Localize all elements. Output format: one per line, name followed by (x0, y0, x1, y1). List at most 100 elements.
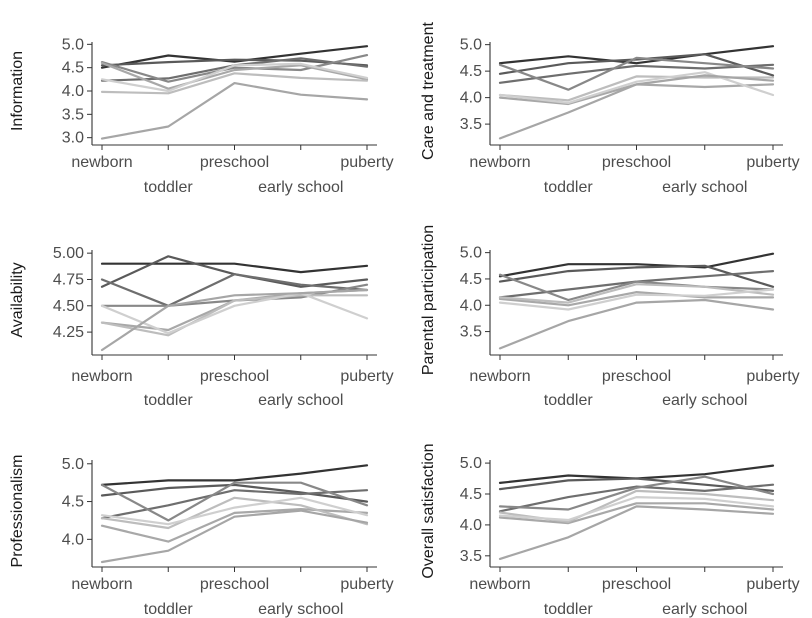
x-tick-label-early-school: early school (662, 601, 747, 618)
x-tick-label-toddler: toddler (144, 392, 194, 409)
y-axis-title: Care and treatment (420, 22, 437, 160)
panel-information: 3.0 3.5 4.0 4.5 5.0 newborn toddler preschool ea… (9, 36, 394, 196)
y-tick-label: 4.5 (62, 494, 84, 511)
series-line-2 (100, 483, 369, 503)
x-tick-label-puberty: puberty (746, 154, 799, 171)
y-tick-label: 5.0 (460, 245, 482, 262)
series-line-7 (498, 288, 775, 311)
y-tick-label: 4.0 (460, 90, 482, 107)
x-tick-label-toddler: toddler (144, 601, 194, 618)
y-tick-label: 3.5 (460, 548, 482, 565)
series-line-7 (100, 496, 369, 526)
series-line-1 (498, 464, 775, 484)
series-line-4 (498, 273, 775, 302)
y-tick-label: 4.0 (62, 83, 84, 100)
series-line-7 (100, 62, 369, 93)
y-tick-label: 4.25 (53, 324, 84, 341)
x-tick-label-toddler: toddler (544, 601, 594, 618)
y-tick-label: 4.0 (460, 517, 482, 534)
series-line-8 (498, 298, 775, 350)
series-line-5 (498, 502, 775, 525)
x-tick-label-preschool: preschool (602, 154, 671, 171)
series-line-1 (498, 45, 775, 65)
series-line-7 (498, 496, 775, 522)
x-tick-label-newborn: newborn (469, 154, 530, 171)
x-tick-label-preschool: preschool (602, 576, 671, 593)
series-line-5 (100, 61, 369, 90)
y-tick-label: 4.5 (460, 271, 482, 288)
y-tick-label: 5.0 (62, 36, 84, 53)
x-tick-label-puberty: puberty (340, 154, 393, 171)
x-tick-label-newborn: newborn (71, 368, 132, 385)
x-tick-label-newborn: newborn (71, 154, 132, 171)
series-line-5 (100, 508, 369, 543)
series-line-8 (100, 81, 369, 140)
x-tick-label-early-school: early school (258, 179, 343, 196)
y-tick-label: 4.75 (53, 271, 84, 288)
x-tick-label-newborn: newborn (71, 576, 132, 593)
x-tick-label-early-school: early school (258, 392, 343, 409)
x-tick-label-toddler: toddler (144, 179, 194, 196)
x-tick-label-puberty: puberty (340, 576, 393, 593)
series-line-8 (498, 505, 775, 561)
y-tick-label: 4.5 (460, 486, 482, 503)
series-line-4 (100, 481, 369, 522)
x-tick-label-puberty: puberty (746, 576, 799, 593)
series-line-2 (498, 264, 775, 288)
x-tick-label-preschool: preschool (602, 368, 671, 385)
panel-care-and-treatment: 3.5 4.0 4.5 5.0 newborn toddler preschool early… (420, 22, 800, 196)
series-line-1 (100, 262, 369, 274)
series-line-8 (100, 509, 369, 564)
x-tick-label-toddler: toddler (544, 179, 594, 196)
y-axis-title: Availability (9, 262, 26, 337)
series-line-2 (498, 477, 775, 492)
y-tick-label: 4.50 (53, 298, 84, 315)
x-tick-label-preschool: preschool (200, 154, 269, 171)
y-tick-label: 3.5 (460, 324, 482, 341)
series-line-5 (498, 83, 775, 106)
series-line-6 (100, 294, 369, 337)
y-tick-label: 4.0 (62, 531, 84, 548)
series-line-6 (100, 72, 369, 95)
y-tick-label: 3.5 (62, 106, 84, 123)
series-line-7 (100, 292, 369, 335)
y-axis-title: Professionalism (9, 455, 26, 568)
x-tick-label-early-school: early school (662, 179, 747, 196)
x-tick-label-preschool: preschool (200, 576, 269, 593)
series-line-1 (100, 464, 369, 486)
series-line-2 (498, 53, 775, 77)
x-tick-label-puberty: puberty (746, 368, 799, 385)
series-line-2 (100, 255, 369, 288)
x-tick-label-preschool: preschool (200, 368, 269, 385)
y-tick-label: 3.0 (62, 130, 84, 147)
panel-parental-participation: 3.5 4.0 4.5 5.0 newborn toddler preschool early… (420, 225, 800, 409)
series-line-6 (100, 496, 369, 530)
y-tick-label: 5.00 (53, 245, 84, 262)
panel-overall-satisfaction: 3.5 4.0 4.5 5.0 newborn toddler preschool early… (420, 443, 800, 618)
y-tick-label: 5.0 (62, 456, 84, 473)
y-tick-label: 4.5 (62, 60, 84, 77)
x-tick-label-early-school: early school (662, 392, 747, 409)
y-tick-label: 5.0 (460, 455, 482, 472)
series-line-4 (498, 56, 775, 91)
series-line-3 (100, 273, 369, 307)
series-line-8 (100, 288, 369, 352)
series-line-6 (498, 283, 775, 304)
series-line-8 (498, 74, 775, 140)
x-tick-label-early-school: early school (258, 601, 343, 618)
series-line-1 (498, 252, 775, 278)
y-tick-label: 4.5 (460, 63, 482, 80)
panel-availability: 4.25 4.50 4.75 5.00 newborn toddler preschool e… (9, 245, 394, 409)
series-line-3 (498, 483, 775, 513)
y-tick-label: 3.5 (460, 116, 482, 133)
x-tick-label-newborn: newborn (469, 368, 530, 385)
y-tick-label: 4.0 (460, 297, 482, 314)
y-tick-label: 5.0 (460, 37, 482, 54)
y-axis-title: Information (9, 51, 26, 131)
series-line-4 (100, 53, 369, 83)
x-tick-label-toddler: toddler (544, 392, 594, 409)
series-line-2 (100, 58, 369, 67)
x-tick-label-newborn: newborn (469, 576, 530, 593)
series-line-4 (498, 475, 775, 511)
x-tick-label-puberty: puberty (340, 368, 393, 385)
